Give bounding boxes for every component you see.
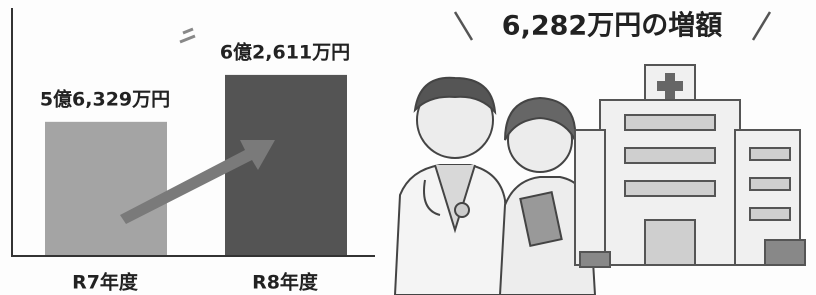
bar (45, 122, 167, 255)
x-tick-label: R7年度 (72, 271, 139, 294)
bar (225, 75, 347, 255)
annotation: 6,282万円の増額 (502, 10, 722, 42)
value-label: 6億2,611万円 (220, 40, 350, 63)
x-tick-label: R8年度 (252, 271, 319, 294)
infographic: 6,282万円の増額 5億6,329万円 R7年度 6億2,611万円 R8年度 (0, 0, 816, 295)
value-label: 5億6,329万円 (40, 87, 170, 110)
